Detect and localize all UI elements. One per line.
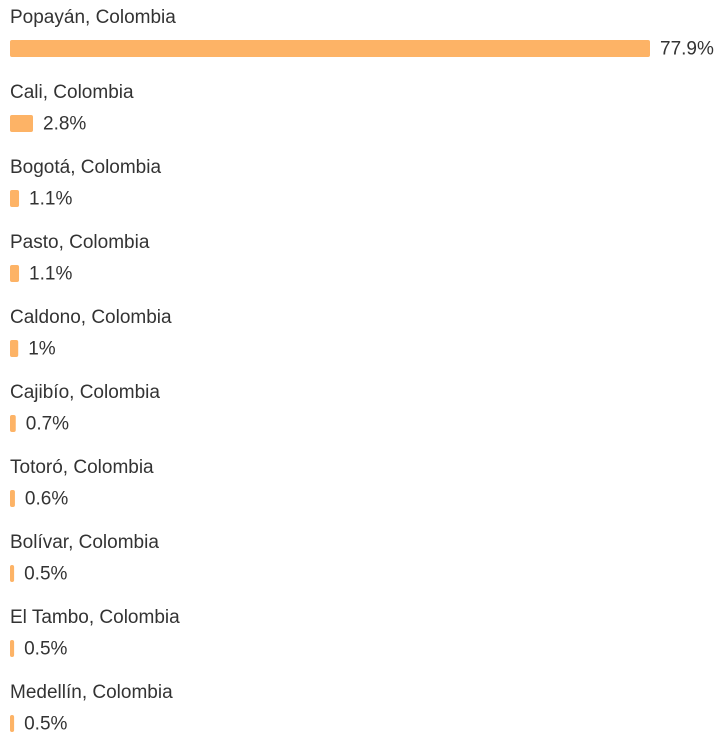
bar [10, 115, 34, 132]
category-label: Medellín, Colombia [10, 682, 173, 703]
bar [10, 265, 20, 282]
bar [10, 415, 16, 432]
category-label: Totoró, Colombia [10, 457, 154, 478]
category-label: El Tambo, Colombia [10, 607, 180, 628]
bar [10, 190, 20, 207]
category-label: Cali, Colombia [10, 82, 134, 103]
value-label: 0.5% [24, 639, 67, 660]
category-label: Popayán, Colombia [10, 7, 176, 28]
value-label: 0.5% [24, 714, 67, 733]
bar [10, 640, 15, 657]
category-label: Bogotá, Colombia [10, 157, 161, 178]
value-label: 1% [28, 339, 56, 360]
category-label: Caldono, Colombia [10, 307, 172, 328]
bar [10, 40, 650, 57]
value-label: 77.9% [660, 39, 714, 60]
value-label: 2.8% [43, 114, 86, 135]
category-label: Cajibío, Colombia [10, 382, 160, 403]
bar [10, 340, 19, 357]
bar [10, 490, 15, 507]
category-label: Pasto, Colombia [10, 232, 150, 253]
value-label: 1.1% [29, 189, 72, 210]
value-label: 0.7% [26, 414, 69, 435]
bar [10, 565, 15, 582]
value-label: 0.6% [25, 489, 68, 510]
value-label: 0.5% [24, 564, 67, 585]
bar [10, 715, 15, 732]
value-label: 1.1% [29, 264, 72, 285]
category-label: Bolívar, Colombia [10, 532, 159, 553]
